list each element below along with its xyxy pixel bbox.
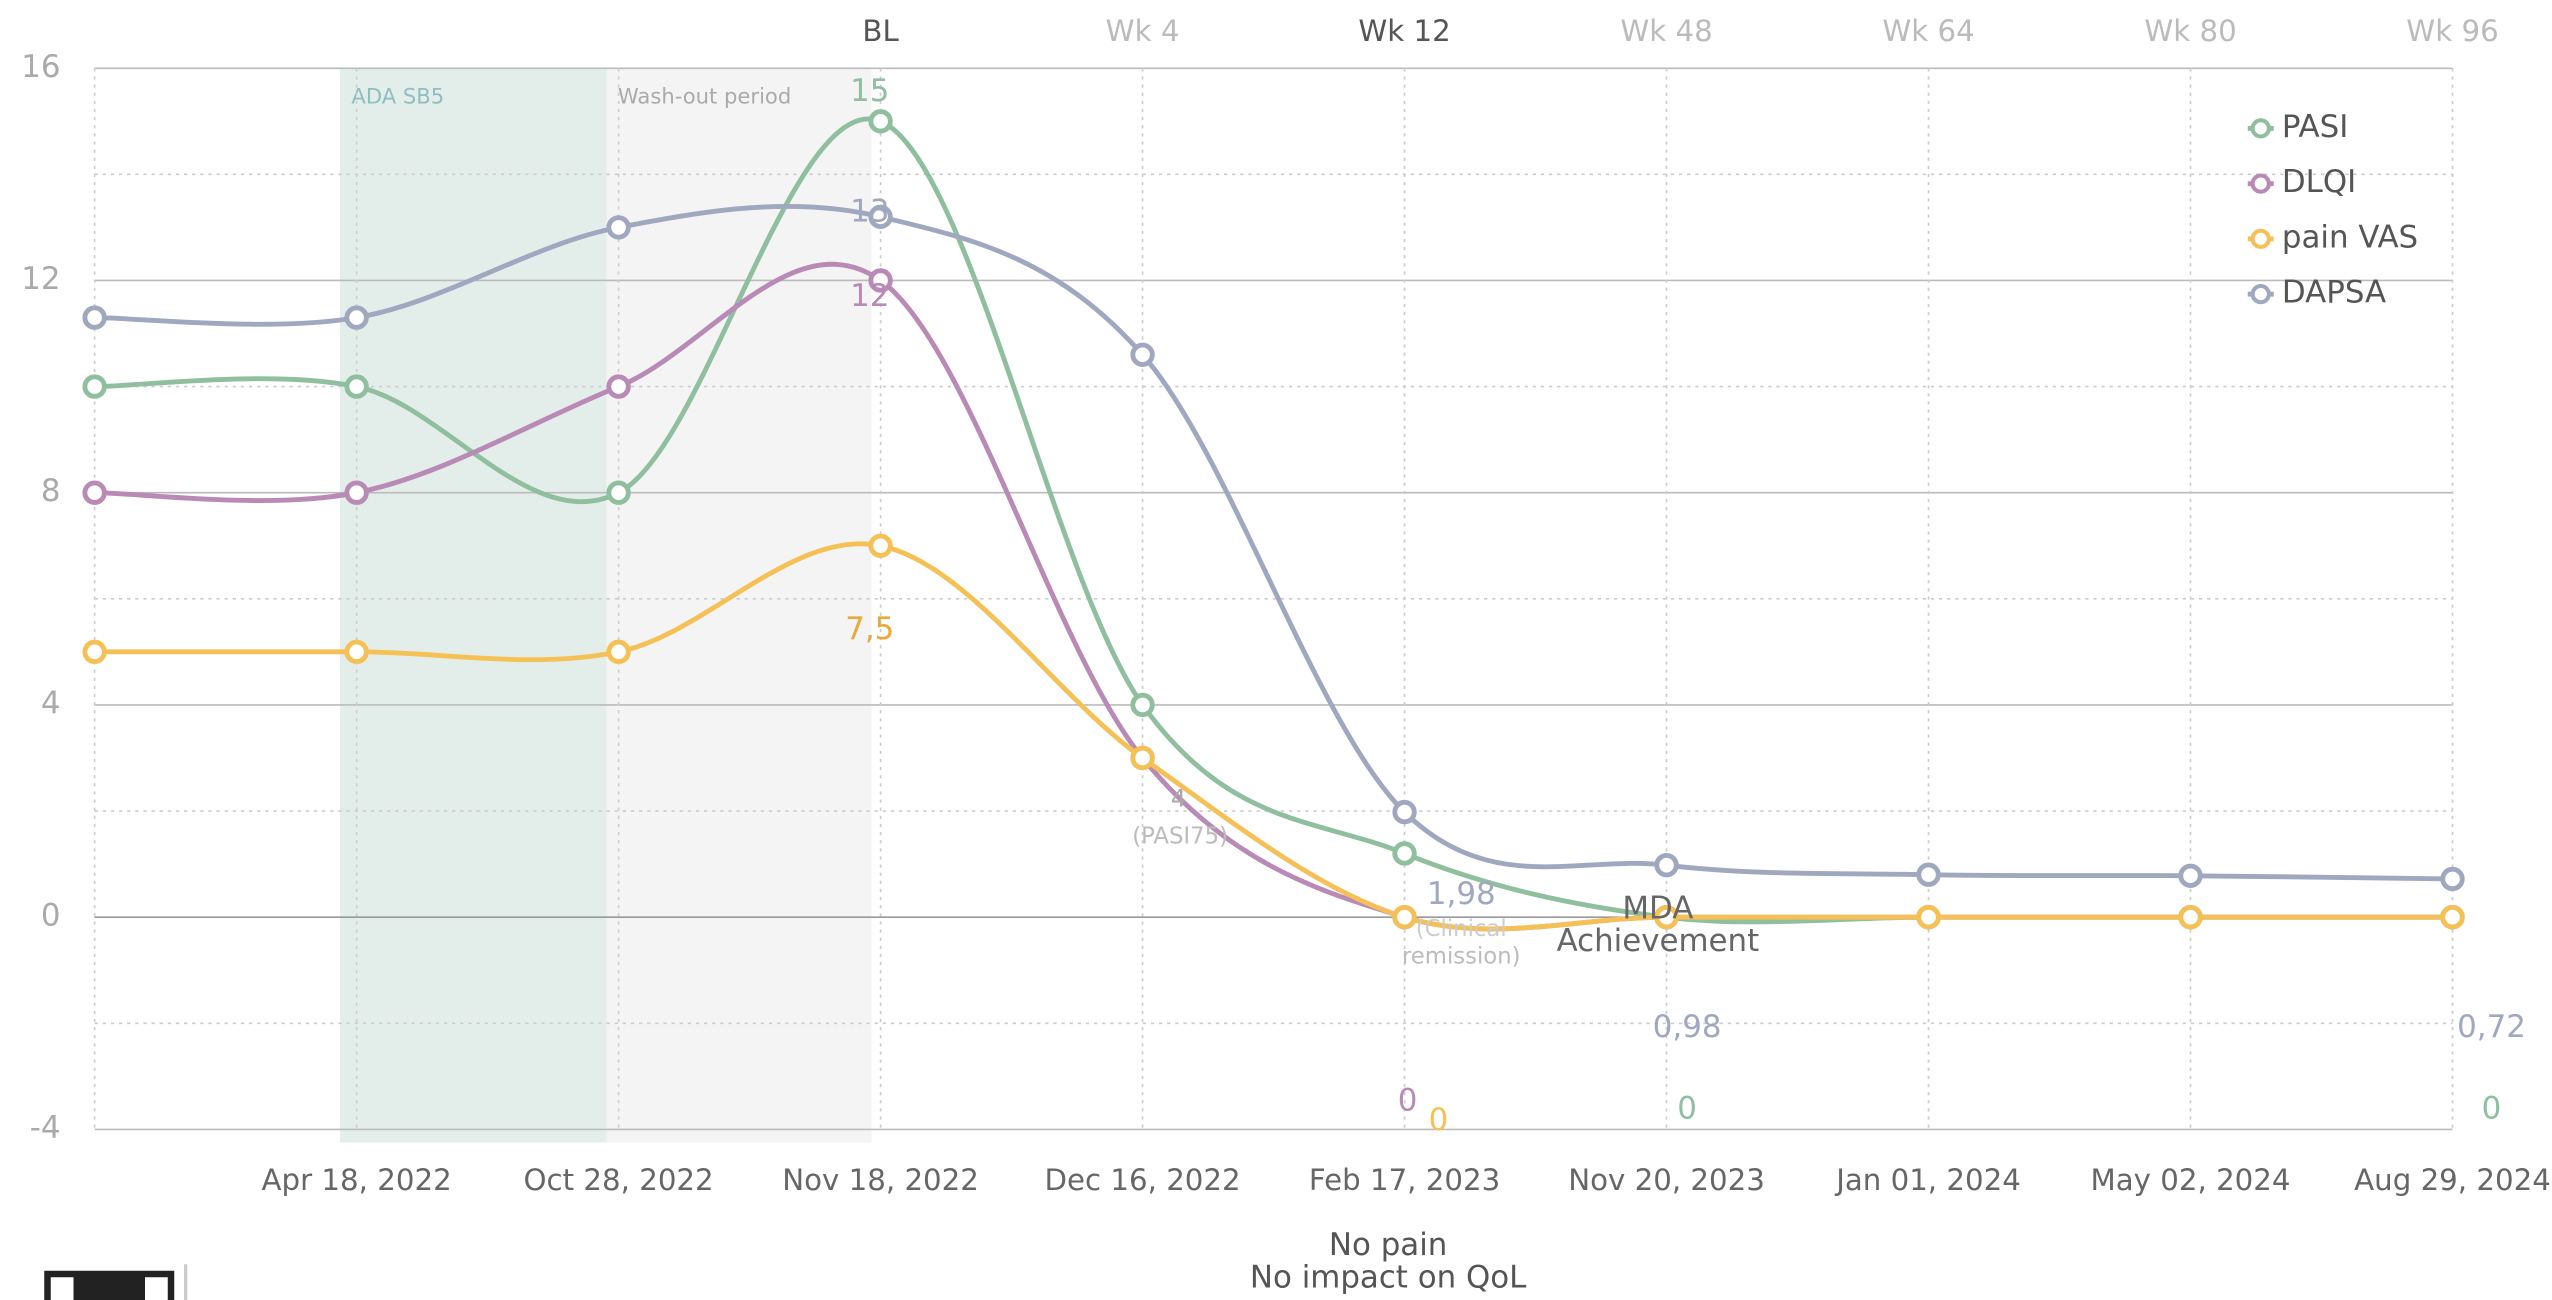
data-point xyxy=(2440,866,2465,892)
annotation: 0 xyxy=(1398,1082,1418,1118)
data-point xyxy=(868,268,893,293)
data-point xyxy=(606,215,631,240)
series-line xyxy=(94,541,2453,932)
top-tick-label: Wk 48 xyxy=(1620,14,1712,48)
annotation: 0,98 xyxy=(1653,1009,1722,1045)
annotation: No pain xyxy=(1329,1227,1447,1263)
data-point xyxy=(82,374,107,399)
data-point xyxy=(1392,799,1417,825)
annotation: No impact on QoL xyxy=(1250,1259,1527,1295)
data-point xyxy=(606,374,631,399)
data-point xyxy=(1392,904,1417,930)
data-point xyxy=(82,480,107,505)
y-tick-label: 0 xyxy=(41,898,61,934)
data-point xyxy=(1130,745,1155,771)
data-point xyxy=(2440,904,2465,930)
legend-label: DLQI xyxy=(2282,164,2356,200)
y-tick-label: 12 xyxy=(21,261,60,297)
x-tick-label: Aug 29, 2024 xyxy=(2354,1163,2551,1197)
data-point xyxy=(1392,841,1417,866)
data-point xyxy=(344,639,369,665)
data-point xyxy=(2178,863,2203,888)
annotation: 13 xyxy=(850,193,889,229)
data-point xyxy=(868,204,893,229)
x-tick-label: Nov 18, 2022 xyxy=(782,1163,979,1197)
legend-label: PASI xyxy=(2282,109,2348,145)
annotation: Achievement xyxy=(1557,923,1760,959)
legend-marker xyxy=(2250,173,2271,194)
x-tick-label: Jan 01, 2024 xyxy=(1834,1163,2021,1197)
data-point xyxy=(2178,904,2203,930)
annotation: 0 xyxy=(1677,1090,1697,1126)
legend-label: DAPSA xyxy=(2282,275,2386,311)
annotation: 1,98 xyxy=(1427,876,1496,912)
data-point xyxy=(344,480,369,505)
data-point xyxy=(82,639,107,665)
data-point xyxy=(344,305,369,330)
x-tick-label: Oct 28, 2022 xyxy=(524,1163,714,1197)
data-point xyxy=(1654,852,1679,878)
annotation: 7,5 xyxy=(845,611,894,647)
annotation: (Clinical xyxy=(1416,916,1507,942)
legend-marker xyxy=(2250,228,2271,250)
annotation: 0,72 xyxy=(2457,1009,2526,1045)
annotation: 15 xyxy=(850,73,889,109)
y-tick-label: 4 xyxy=(41,685,61,721)
annotation: (PASI75) xyxy=(1132,823,1228,849)
annotation: 0 xyxy=(2482,1090,2502,1126)
band xyxy=(606,68,872,1143)
qr-icon xyxy=(44,1264,188,1300)
data-point xyxy=(1916,904,1941,930)
data-point xyxy=(1130,692,1155,718)
data-point xyxy=(1916,862,1941,887)
data-point xyxy=(868,109,893,134)
top-tick-label: Wk 12 xyxy=(1358,14,1450,48)
x-tick-label: Nov 20, 2023 xyxy=(1568,1163,1765,1197)
top-tick-label: BL xyxy=(862,14,899,48)
data-point xyxy=(344,374,369,399)
legend-marker xyxy=(2250,283,2271,305)
data-point xyxy=(82,305,107,330)
x-tick-label: Feb 17, 2023 xyxy=(1309,1163,1500,1197)
annotation: 12 xyxy=(850,278,889,314)
y-tick-label: 16 xyxy=(21,49,60,85)
x-tick-label: Dec 16, 2022 xyxy=(1044,1163,1240,1197)
data-point xyxy=(1654,904,1679,930)
y-tick-label: 8 xyxy=(41,473,61,509)
x-tick-label: May 02, 2024 xyxy=(2090,1163,2290,1197)
band-label: Wash-out period xyxy=(618,84,791,109)
legend-marker xyxy=(2250,118,2271,139)
annotation: MDA xyxy=(1622,891,1693,927)
band xyxy=(340,68,607,1143)
data-point xyxy=(606,639,631,665)
series-line xyxy=(94,203,2453,882)
top-tick-label: Wk 64 xyxy=(1882,14,1974,48)
annotation: remission) xyxy=(1402,944,1521,970)
top-tick-label: Wk 4 xyxy=(1106,14,1180,48)
data-point xyxy=(868,533,893,558)
legend-label: pain VAS xyxy=(2282,219,2418,255)
annotation: 4 xyxy=(1171,784,1187,813)
band-label: ADA SB5 xyxy=(351,84,444,109)
x-tick-label: Apr 18, 2022 xyxy=(262,1163,452,1197)
annotation: 0 xyxy=(1429,1102,1449,1138)
top-tick-label: Wk 96 xyxy=(2406,14,2498,48)
data-point xyxy=(1130,342,1155,367)
y-tick-label: -4 xyxy=(30,1110,61,1146)
top-tick-label: Wk 80 xyxy=(2144,14,2236,48)
data-point xyxy=(606,480,631,505)
